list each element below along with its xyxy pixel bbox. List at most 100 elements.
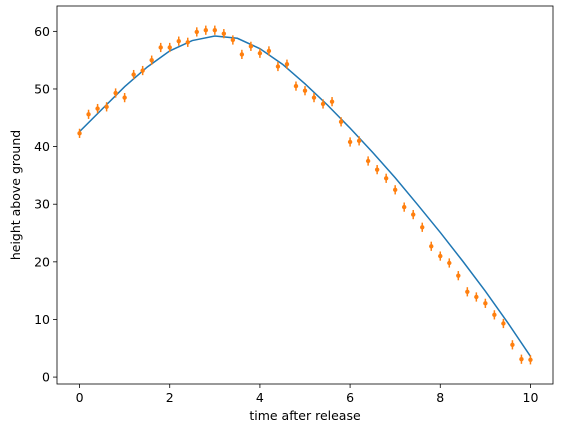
y-axis-ticks: 0 10 20 30 40 50 60 xyxy=(34,24,57,385)
data-point xyxy=(420,222,425,232)
data-marker xyxy=(266,48,272,54)
data-marker xyxy=(465,289,470,295)
data-point xyxy=(510,340,515,350)
data-point xyxy=(311,93,317,103)
data-marker xyxy=(248,44,254,49)
data-marker xyxy=(374,167,380,172)
data-marker xyxy=(420,225,425,230)
x-tick-label: 10 xyxy=(523,390,539,405)
plot-frame xyxy=(56,5,554,385)
data-marker xyxy=(176,38,181,44)
data-marker xyxy=(212,28,218,33)
data-marker xyxy=(447,260,452,266)
data-point xyxy=(122,93,127,103)
data-marker xyxy=(402,204,407,210)
data-point xyxy=(320,99,326,109)
data-point xyxy=(411,209,416,220)
data-point xyxy=(284,59,290,69)
x-tick-label: 4 xyxy=(256,390,264,405)
data-point xyxy=(212,25,218,35)
y-tick-label: 40 xyxy=(34,139,50,154)
data-point xyxy=(266,46,272,56)
data-marker xyxy=(456,273,461,278)
data-marker xyxy=(86,112,91,117)
x-axis-label: time after release xyxy=(249,408,361,423)
data-marker xyxy=(122,95,127,100)
data-point xyxy=(131,69,136,80)
data-point xyxy=(185,37,190,47)
data-point xyxy=(383,173,389,183)
x-tick-label: 0 xyxy=(76,390,84,405)
data-marker xyxy=(365,158,371,164)
data-point xyxy=(113,88,118,98)
data-point xyxy=(203,25,208,35)
data-marker xyxy=(149,57,154,63)
data-point xyxy=(365,156,371,166)
x-tick-label: 6 xyxy=(346,390,354,405)
data-point xyxy=(248,41,254,51)
data-marker xyxy=(185,40,190,45)
data-marker xyxy=(194,29,199,35)
plot-background xyxy=(57,6,553,384)
data-marker xyxy=(203,28,208,33)
data-marker xyxy=(519,357,524,362)
data-point xyxy=(528,355,533,365)
y-axis-label: height above ground xyxy=(8,130,23,260)
data-point xyxy=(483,298,488,308)
y-tick-label: 50 xyxy=(34,81,50,96)
data-marker xyxy=(221,31,227,36)
data-marker xyxy=(158,45,163,50)
data-marker xyxy=(429,244,434,249)
data-marker xyxy=(302,88,308,93)
data-point xyxy=(329,97,335,107)
data-point xyxy=(356,136,362,146)
data-marker xyxy=(95,106,100,111)
data-marker xyxy=(275,64,281,69)
data-marker xyxy=(347,139,353,145)
data-marker xyxy=(411,212,416,217)
fit-curve-layer xyxy=(79,35,532,357)
data-marker xyxy=(284,61,290,67)
data-point xyxy=(275,61,281,72)
data-point xyxy=(257,48,263,58)
data-point xyxy=(392,185,398,195)
y-tick-label: 60 xyxy=(34,24,50,39)
data-point xyxy=(104,102,109,112)
y-tick-label: 0 xyxy=(42,370,50,385)
data-point xyxy=(167,42,172,53)
data-marker xyxy=(474,294,479,300)
data-point xyxy=(465,287,470,297)
data-point xyxy=(194,27,199,37)
data-marker xyxy=(140,68,145,73)
data-marker xyxy=(338,119,344,125)
data-marker xyxy=(438,253,443,259)
data-marker xyxy=(528,357,533,362)
data-marker xyxy=(293,83,299,89)
y-tick-label: 30 xyxy=(34,197,50,212)
y-tick-label: 10 xyxy=(34,312,50,327)
data-marker xyxy=(239,52,245,57)
data-marker xyxy=(104,104,109,110)
y-tick-label: 20 xyxy=(34,254,50,269)
data-points-layer xyxy=(77,25,533,365)
data-marker xyxy=(510,342,515,348)
data-point xyxy=(347,137,353,147)
data-marker xyxy=(392,187,398,193)
data-marker xyxy=(492,312,497,318)
data-point xyxy=(77,128,82,138)
data-marker xyxy=(356,138,362,144)
data-point xyxy=(501,318,506,329)
data-marker xyxy=(77,131,82,136)
data-point xyxy=(474,292,479,302)
data-marker xyxy=(113,90,118,96)
data-point xyxy=(402,202,407,212)
data-point xyxy=(447,258,452,268)
data-marker xyxy=(311,95,317,100)
data-point xyxy=(293,81,299,91)
fit-curve-line xyxy=(79,35,532,357)
data-point xyxy=(456,271,461,281)
data-marker xyxy=(483,301,488,306)
data-point xyxy=(338,117,344,127)
data-point xyxy=(95,103,100,114)
